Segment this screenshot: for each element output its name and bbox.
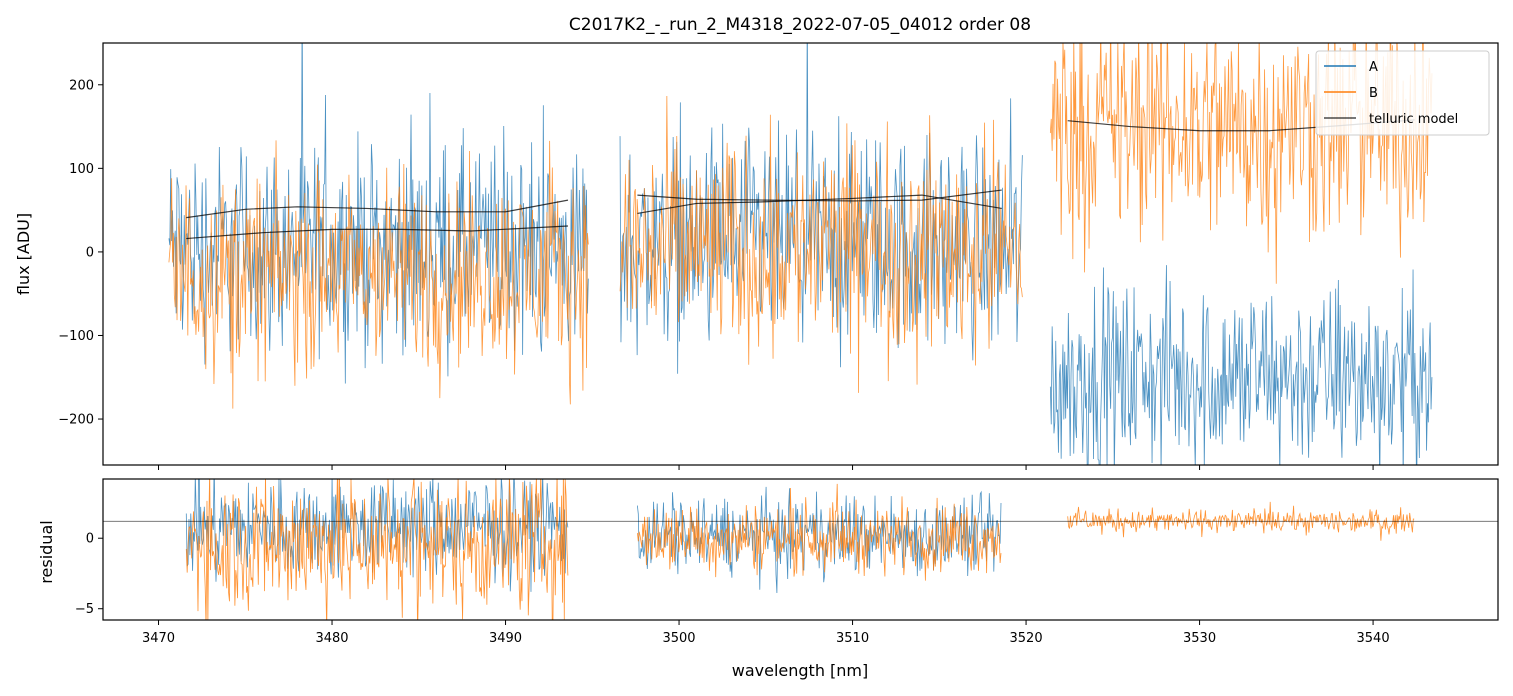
series-a-segment-3 [1049, 265, 1433, 465]
flux-y-tick-label: 0 [86, 245, 94, 260]
legend-label-telluric: telluric model [1369, 112, 1458, 127]
flux-panel: −200 −100 0 100 200 flux [ADU] A B telluric … [14, 42, 1499, 470]
legend-label-b: B [1369, 86, 1378, 101]
x-tick-label: 3510 [836, 631, 869, 646]
series-b-segment-2 [619, 95, 1023, 393]
residual-b-segment-2 [637, 483, 1002, 581]
residual-panel: −5 0 3470 3480 3490 3500 3510 3520 3530 3540 res… [37, 478, 1499, 646]
legend: A B telluric model [1315, 50, 1490, 136]
x-tick-label: 3540 [1357, 631, 1390, 646]
chart-title: C2017K2_-_run_2_M4318_2022-07-05_04012 o… [569, 15, 1031, 35]
residual-y-tick-label: −5 [75, 602, 94, 617]
x-tick-label: 3480 [315, 631, 348, 646]
x-tick-label: 3470 [142, 631, 175, 646]
telluric-model-segment-1-1 [186, 199, 569, 219]
flux-plot-area [168, 43, 1433, 465]
residual-plot-area [103, 479, 1498, 620]
x-tick-label: 3530 [1183, 631, 1216, 646]
legend-box [1315, 50, 1490, 136]
residual-b-segment-1 [185, 479, 569, 620]
flux-y-tick-label: 100 [69, 162, 94, 177]
residual-y-axis-label: residual [37, 520, 56, 583]
flux-x-ticks [158, 465, 1374, 470]
flux-y-tick-label: −100 [58, 329, 94, 344]
series-b-segment-1 [168, 140, 589, 409]
x-axis-label: wavelength [nm] [732, 661, 869, 680]
x-tick-label: 3520 [1010, 631, 1043, 646]
residual-a-segment-2 [637, 486, 1002, 593]
residual-y-ticks: −5 0 [75, 532, 103, 617]
flux-y-axis-label: flux [ADU] [14, 213, 33, 295]
residual-x-ticks: 3470 3480 3490 3500 3510 3520 3530 3540 [142, 620, 1390, 646]
flux-y-ticks: −200 −100 0 100 200 [58, 78, 103, 428]
series-a-segment-1 [168, 43, 589, 384]
x-tick-label: 3500 [662, 631, 695, 646]
residual-axes-frame [102, 478, 1499, 621]
residual-a-segment-1 [185, 479, 569, 592]
residual-y-tick-label: 0 [86, 532, 94, 547]
flux-y-tick-label: −200 [58, 413, 94, 428]
telluric-model-segment-2-2 [637, 189, 1002, 202]
telluric-model-segment-1-2 [186, 225, 569, 240]
x-tick-label: 3490 [489, 631, 522, 646]
legend-label-a: A [1369, 60, 1378, 75]
flux-axes-frame [102, 42, 1499, 466]
flux-y-tick-label: 200 [69, 78, 94, 93]
